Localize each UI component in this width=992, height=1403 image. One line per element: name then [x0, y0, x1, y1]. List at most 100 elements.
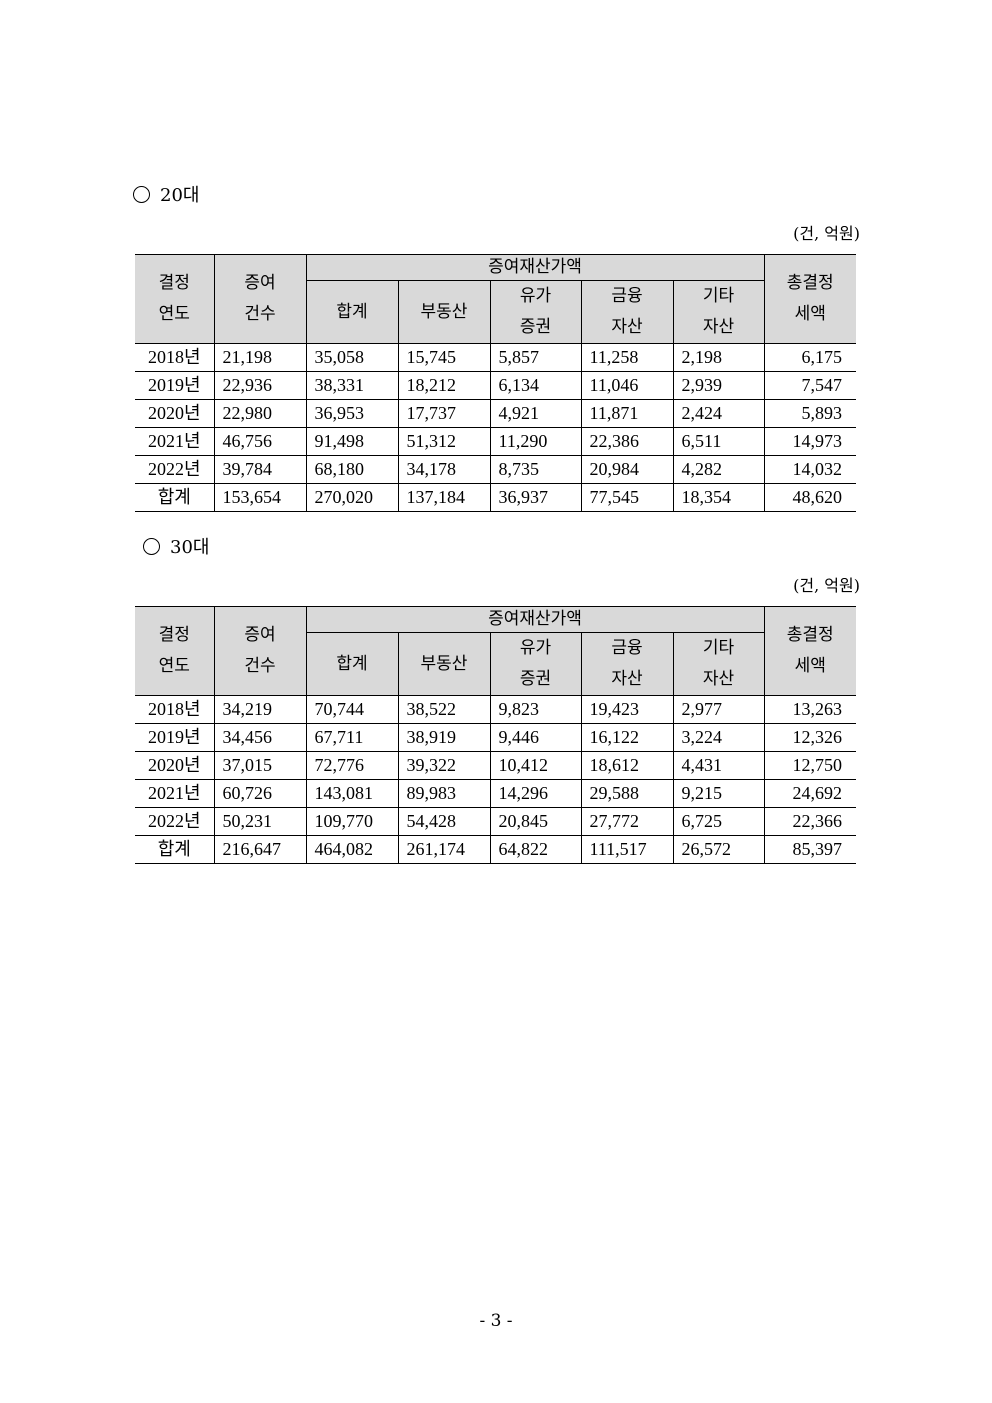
header-line: 결정	[158, 625, 190, 645]
table-row: 2021년 46,756 91,498 51,312 11,290 22,386 6,511…	[135, 427, 856, 456]
header-sub: 부동산	[397, 632, 491, 696]
table-cell: 36,953	[305, 399, 399, 428]
table-cell: 4,282	[672, 455, 765, 484]
table-cell: 13,263	[763, 695, 856, 724]
table-cell: 39,784	[213, 455, 307, 484]
header-line: 건수	[244, 304, 276, 324]
header-sub: 합계	[306, 632, 399, 696]
header-sub: 합계	[306, 280, 399, 344]
table-row: 2020년 22,980 36,953 17,737 4,921 11,871 2,424 5…	[135, 399, 856, 428]
header-line: 총결정	[786, 273, 834, 293]
table-cell: 14,973	[763, 427, 856, 456]
header-line: 연도	[158, 656, 190, 676]
table-cell: 34,178	[397, 455, 491, 484]
header-line: 합계	[336, 653, 368, 674]
header-tax: 총결정 세액	[763, 606, 856, 696]
table-cell: 9,215	[672, 779, 765, 808]
table-cell: 38,331	[305, 371, 399, 400]
table-cell: 19,423	[580, 695, 674, 724]
table-cell: 29,588	[580, 779, 674, 808]
table-cell: 153,654	[213, 483, 307, 512]
table-cell: 35,058	[305, 343, 399, 372]
table-cell: 14,296	[489, 779, 582, 808]
header-line: 자산	[702, 669, 735, 689]
header-gift-value: 증여재산가액	[305, 606, 765, 633]
table-cell: 22,366	[763, 807, 856, 836]
table-cell: 91,498	[305, 427, 399, 456]
header-line: 세액	[794, 304, 826, 324]
table-cell: 85,397	[763, 835, 856, 864]
table-cell: 2,977	[672, 695, 765, 724]
table-cell: 11,046	[580, 371, 674, 400]
table-cell: 70,744	[305, 695, 399, 724]
table-cell: 18,212	[397, 371, 491, 400]
header-line: 자산	[702, 317, 735, 337]
header-sub: 유가 증권	[489, 280, 582, 344]
table-cell: 4,431	[672, 751, 765, 780]
table-cell: 2022년	[135, 455, 215, 484]
table-cell: 6,175	[763, 343, 856, 372]
table-cell: 39,322	[397, 751, 491, 780]
section-title: 30대	[143, 533, 209, 559]
header-line: 자산	[611, 669, 643, 689]
table-cell: 3,224	[672, 723, 765, 752]
table-cell: 34,456	[213, 723, 307, 752]
table-cell: 2019년	[135, 723, 215, 752]
table-row: 2018년 21,198 35,058 15,745 5,857 11,258 2,198 6…	[135, 343, 856, 372]
table-cell: 38,919	[397, 723, 491, 752]
header-sub: 유가 증권	[489, 632, 582, 696]
table-cell: 11,871	[580, 399, 674, 428]
table-cell: 111,517	[580, 835, 674, 864]
table-cell: 6,725	[672, 807, 765, 836]
table-cell: 2018년	[135, 343, 215, 372]
table-cell: 2,939	[672, 371, 765, 400]
header-line: 총결정	[786, 625, 834, 645]
section-title-text: 20대	[160, 185, 200, 206]
table-cell: 464,082	[305, 835, 399, 864]
table-cell: 34,219	[213, 695, 307, 724]
header-line: 자산	[611, 317, 643, 337]
table-cell: 48,620	[763, 483, 856, 512]
table-cell: 27,772	[580, 807, 674, 836]
table-cell: 7,547	[763, 371, 856, 400]
table-cell: 2021년	[135, 427, 215, 456]
table-cell: 137,184	[397, 483, 491, 512]
section-title-text: 30대	[170, 537, 210, 558]
header-sub: 금융 자산	[580, 632, 674, 696]
table-cell: 5,893	[763, 399, 856, 428]
table-cell: 68,180	[305, 455, 399, 484]
table-cell: 38,522	[397, 695, 491, 724]
header-line: 유가	[519, 286, 552, 306]
table-cell: 2022년	[135, 807, 215, 836]
table-cell: 143,081	[305, 779, 399, 808]
table-cell: 6,511	[672, 427, 765, 456]
table-row: 2019년 22,936 38,331 18,212 6,134 11,046 2,939 7…	[135, 371, 856, 400]
unit-label: (건, 억원)	[793, 224, 860, 243]
header-line: 증권	[519, 669, 552, 689]
table-cell: 4,921	[489, 399, 582, 428]
header-line: 연도	[158, 304, 190, 324]
table-cell: 합계	[135, 835, 215, 864]
table-cell: 2,424	[672, 399, 765, 428]
header-line: 금융	[611, 286, 643, 306]
table-cell: 11,258	[580, 343, 674, 372]
table-row: 2022년 39,784 68,180 34,178 8,735 20,984 4,282 1…	[135, 455, 856, 484]
table-cell: 15,745	[397, 343, 491, 372]
table-cell: 2020년	[135, 399, 215, 428]
table-cell: 2,198	[672, 343, 765, 372]
table-cell: 54,428	[397, 807, 491, 836]
table-cell: 216,647	[213, 835, 307, 864]
header-sub: 기타 자산	[672, 632, 764, 696]
table-cell: 64,822	[489, 835, 582, 864]
table-cell: 21,198	[213, 343, 307, 372]
section-title: 20대	[133, 181, 199, 207]
table-cell: 20,845	[489, 807, 582, 836]
header-count: 증여 건수	[213, 606, 307, 696]
header-line: 기타	[702, 286, 735, 306]
table-cell: 270,020	[305, 483, 399, 512]
table-cell: 37,015	[213, 751, 307, 780]
